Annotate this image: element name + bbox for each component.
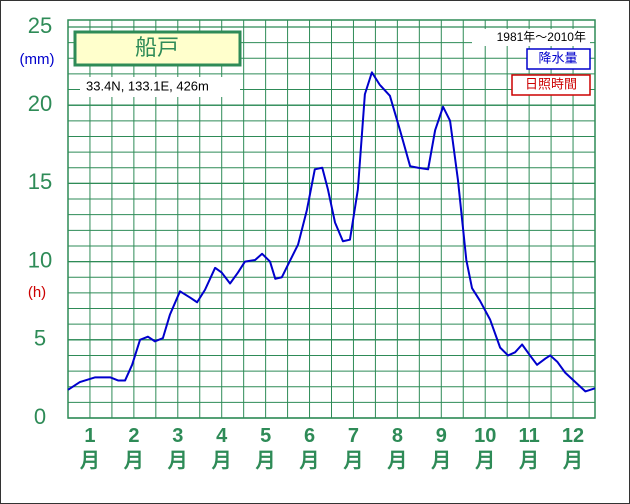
- period-bg: [472, 29, 590, 46]
- y-tick-label: 15: [28, 169, 52, 194]
- legend-box: [526, 48, 591, 70]
- x-tick-label: 11 月: [518, 425, 540, 472]
- chart-title: 船戸: [135, 35, 179, 60]
- y-tick-label: 5: [34, 326, 46, 351]
- period: 1981年〜2010年: [497, 30, 586, 44]
- y-axis-label: (mm): [20, 51, 55, 68]
- y-tick-label: 25: [28, 13, 52, 38]
- legend-label: 降水量: [538, 50, 577, 65]
- y-tick-label: 10: [28, 247, 52, 272]
- y-tick-label: 20: [28, 91, 52, 116]
- y2-axis-label: (h): [28, 284, 46, 301]
- x-tick-label: 12 月: [562, 425, 584, 472]
- data-line: [67, 71, 596, 393]
- y-tick-label: 0: [34, 404, 46, 429]
- subtitle-bg: [80, 77, 240, 97]
- title-box: [73, 30, 242, 67]
- legend-label: 日照時間: [525, 76, 577, 91]
- legend-box: [511, 74, 591, 96]
- subtitle: 33.4N, 133.1E, 426m: [86, 78, 209, 93]
- plot-frame: [67, 19, 596, 419]
- x-tick-label: 10 月: [474, 425, 496, 472]
